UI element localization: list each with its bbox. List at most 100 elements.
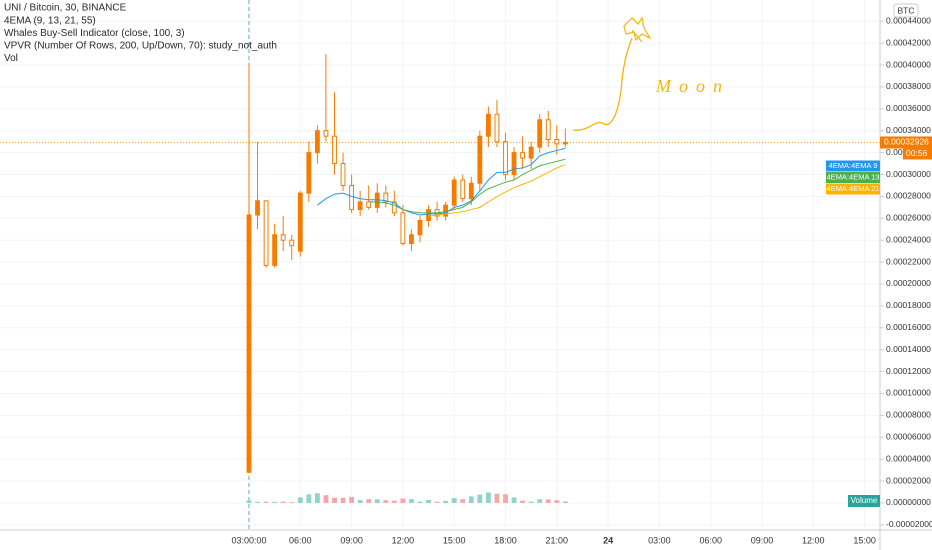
volume-bar bbox=[434, 501, 440, 503]
legend-label: 4EMA:4EMA 9 bbox=[829, 161, 878, 170]
y-tick-label: 0.00002000 bbox=[886, 475, 931, 485]
x-tick-label: 21:00 bbox=[546, 535, 569, 545]
y-tick-label: 0.00038000 bbox=[886, 81, 931, 91]
candle-body bbox=[400, 212, 406, 244]
x-tick-label: 06:00 bbox=[699, 535, 722, 545]
legend-box bbox=[826, 183, 880, 195]
volume-bar bbox=[545, 499, 551, 503]
currency-box bbox=[893, 3, 919, 18]
legend-label: 4EMA:4EMA 13 bbox=[827, 172, 880, 181]
volume-label-box bbox=[848, 495, 880, 507]
y-tick-label: 0.00024000 bbox=[886, 234, 931, 244]
moon-doodle bbox=[623, 16, 652, 43]
candle-body bbox=[468, 182, 474, 200]
volume-bar bbox=[460, 499, 466, 503]
volume-bar bbox=[451, 498, 457, 503]
candle-body bbox=[297, 192, 303, 252]
x-tick-label: 06:00 bbox=[289, 535, 312, 545]
y-tick-label: 0.00020000 bbox=[886, 278, 931, 288]
volume-bar bbox=[562, 501, 568, 503]
legend-label: 4EMA:4EMA 21 bbox=[827, 184, 880, 193]
x-tick-label: 15:00 bbox=[853, 535, 876, 545]
chart-title: UNI / Bitcoin, 30, BINANCE bbox=[4, 3, 127, 14]
candle-body bbox=[323, 130, 329, 137]
x-tick-label: 09:00 bbox=[751, 535, 774, 545]
volume-bar bbox=[468, 496, 474, 503]
volume-bar bbox=[263, 501, 269, 503]
volume-bar bbox=[391, 500, 397, 503]
x-tick-label: 09:00 bbox=[340, 535, 363, 545]
y-tick-label: 0.00004000 bbox=[886, 453, 931, 463]
candle-body bbox=[306, 152, 312, 194]
volume-bar bbox=[374, 499, 380, 503]
indicator-label: VPVR (Number Of Rows, 200, Up/Down, 70):… bbox=[4, 41, 277, 52]
y-tick-label: 0.00008000 bbox=[886, 410, 931, 420]
candle-body bbox=[391, 201, 397, 214]
volume-bar bbox=[306, 494, 312, 503]
candle-body bbox=[417, 219, 423, 236]
indicator-label: Whales Buy-Sell Indicator (close, 100, 3… bbox=[4, 28, 185, 39]
y-tick-label: 0.00042000 bbox=[886, 37, 931, 47]
candle-body bbox=[545, 119, 551, 140]
candle-body bbox=[366, 201, 372, 208]
y-tick-label: 0.00016000 bbox=[886, 322, 931, 332]
candle-body bbox=[460, 179, 466, 200]
time-axis-bg bbox=[0, 530, 880, 550]
volume-bar bbox=[349, 496, 355, 503]
x-tick-label: 03:00 bbox=[648, 535, 671, 545]
volume-bar bbox=[417, 501, 423, 503]
last-price-label: 0.00032926 bbox=[884, 137, 929, 147]
y-tick-label: 0.00012000 bbox=[886, 366, 931, 376]
volume-bar bbox=[443, 500, 449, 503]
countdown: 00:56 bbox=[906, 148, 928, 158]
volume-bar bbox=[340, 497, 346, 503]
y-tick-label: 0.00022000 bbox=[886, 256, 931, 266]
y-tick-label: 0.00044000 bbox=[886, 15, 931, 25]
volume-bar bbox=[289, 502, 295, 503]
x-tick-label: 18:00 bbox=[494, 535, 517, 545]
price-layer bbox=[0, 54, 880, 473]
volume-bar bbox=[554, 500, 560, 503]
volume-label: Volume bbox=[851, 496, 878, 505]
candle-body bbox=[340, 163, 346, 186]
axes: -0.00002000 0.00000000 0.00002000 0.0000400… bbox=[231, 15, 932, 545]
candle-body bbox=[511, 152, 517, 176]
volume-bar bbox=[426, 500, 431, 503]
candle-body bbox=[443, 204, 449, 217]
candle-body bbox=[485, 113, 491, 137]
candle-body bbox=[289, 239, 295, 247]
currency: BTC bbox=[898, 5, 915, 15]
candle-body bbox=[409, 234, 414, 244]
volume-bar bbox=[528, 501, 534, 503]
y-tick-label: 0.00040000 bbox=[886, 59, 931, 69]
candle-body bbox=[272, 234, 278, 266]
volume-bar bbox=[485, 492, 491, 503]
candle-body bbox=[554, 138, 560, 145]
volume-bar bbox=[332, 497, 337, 503]
candle-body bbox=[503, 141, 508, 176]
y-tick-label: 0.00030000 bbox=[886, 169, 931, 179]
ema-line bbox=[428, 164, 566, 217]
volume-bar bbox=[357, 500, 363, 503]
candle-body bbox=[477, 135, 483, 184]
volume-bar bbox=[503, 494, 508, 503]
x-tick-label: 24 bbox=[603, 535, 613, 545]
x-tick-label: 03:00:00 bbox=[231, 535, 266, 545]
candle-body bbox=[520, 152, 526, 159]
y-tick-label: 0.00018000 bbox=[886, 300, 931, 310]
candle-body bbox=[357, 201, 363, 211]
volume-bar bbox=[520, 500, 526, 503]
candle-body bbox=[528, 146, 534, 159]
volume-bar bbox=[246, 500, 252, 503]
candle-body bbox=[332, 135, 337, 165]
volume-bar bbox=[255, 501, 260, 503]
y-tick-label: 0.00034000 bbox=[886, 125, 931, 135]
legend-box bbox=[826, 172, 880, 183]
volume-bar bbox=[511, 497, 517, 503]
moon-arrow bbox=[572, 37, 633, 131]
volume-bar bbox=[272, 501, 278, 503]
candle-body bbox=[451, 179, 457, 206]
volume-layer bbox=[246, 492, 568, 503]
price-axis-bg bbox=[880, 0, 932, 550]
